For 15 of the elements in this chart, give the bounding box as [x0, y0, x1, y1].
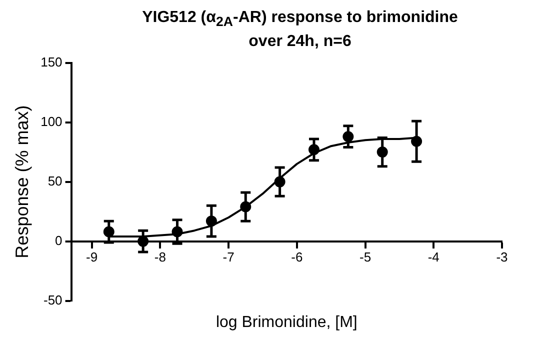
x-tick-label: -9: [86, 250, 98, 265]
y-tick-label: 100: [40, 114, 62, 130]
y-tick-label: 50: [48, 174, 62, 189]
y-axis-title: Response (% max): [12, 105, 32, 259]
y-tick-label: 150: [40, 54, 62, 70]
x-tick-label: -7: [222, 250, 234, 265]
x-axis-title: log Brimonidine, [M]: [216, 314, 358, 331]
chart-title: YIG512 (α$_{2A}$-AR) response to brimonidine over 24h, n=6: [141, 8, 459, 52]
y-tick-label: -50: [43, 292, 62, 308]
x-tick-label: -3: [496, 250, 508, 265]
x-tick-label: -6: [291, 250, 303, 265]
y-tick-label: 0: [55, 233, 62, 248]
x-tick-label: -4: [428, 250, 440, 265]
x-tick-label: -8: [154, 250, 166, 265]
x-tick-label: -5: [359, 250, 372, 265]
